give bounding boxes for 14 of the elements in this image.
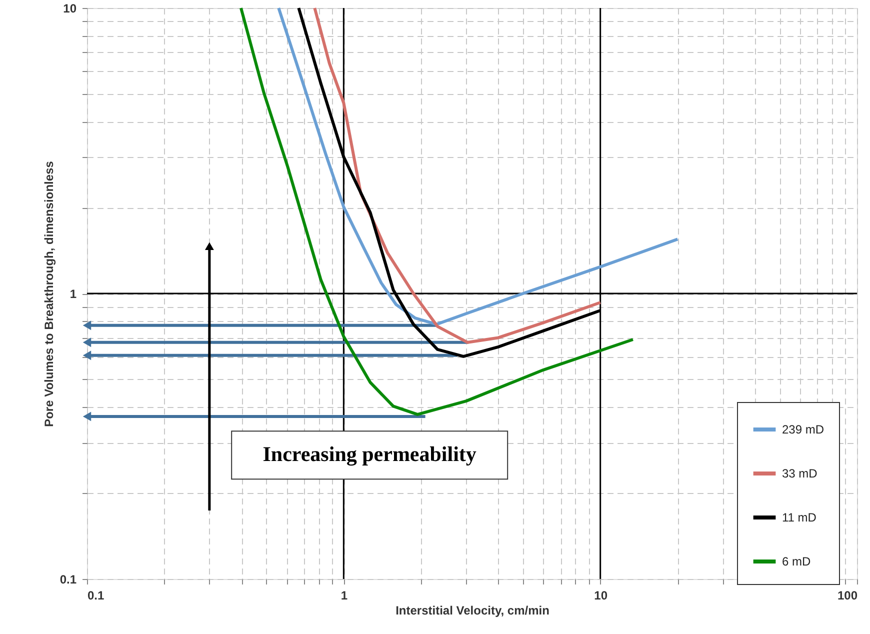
x-axis-title: Interstitial Velocity, cm/min bbox=[396, 604, 550, 618]
y-tick-label: 0.1 bbox=[60, 572, 77, 586]
legend-label: 11 mD bbox=[782, 510, 817, 524]
annotation: Increasing permeability bbox=[262, 442, 477, 466]
legend-label: 239 mD bbox=[782, 422, 824, 436]
legend-label: 33 mD bbox=[782, 466, 818, 480]
x-tick-label: 10 bbox=[594, 588, 608, 602]
legend-label: 6 mD bbox=[782, 554, 812, 568]
x-tick-label: 1 bbox=[340, 588, 348, 602]
y-tick-label: 1 bbox=[70, 287, 77, 301]
y-axis-title: Pore Volumes to Breakthrough, dimensionless bbox=[42, 160, 56, 427]
y-tick-label: 10 bbox=[63, 2, 77, 16]
x-tick-label: 0.1 bbox=[88, 588, 105, 602]
x-tick-label: 100 bbox=[837, 588, 858, 602]
